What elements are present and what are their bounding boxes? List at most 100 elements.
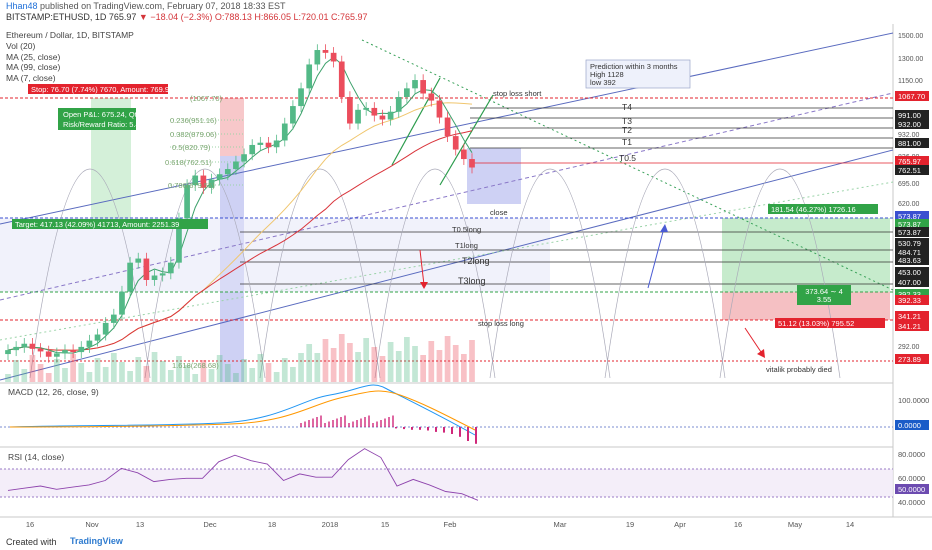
volume-bar <box>265 363 272 382</box>
candle-body <box>208 179 215 188</box>
candle-body <box>265 142 272 148</box>
candle-body <box>347 97 353 124</box>
svg-text:0.0000: 0.0000 <box>898 421 921 430</box>
price-tick: 1150.00 <box>898 78 923 85</box>
volume-bar <box>184 365 190 382</box>
macd-hist-bar <box>380 420 382 427</box>
prediction-text: low 392 <box>590 78 616 87</box>
svg-text:Stop: 76.70 (7.74%) 7670, Amou: Stop: 76.70 (7.74%) 7670, Amount: 769.9 <box>31 85 169 94</box>
macd-hist-bar <box>459 427 461 437</box>
candle-body <box>363 107 370 110</box>
chart-header: Hhan48 published on TradingView.com, Feb… <box>0 0 932 22</box>
macd-hist-bar <box>467 427 469 441</box>
author-name[interactable]: Hhan48 <box>6 1 38 11</box>
candle-body <box>461 149 467 160</box>
svg-text:273.89: 273.89 <box>898 355 921 364</box>
volume-bar <box>322 339 329 382</box>
time-tick: Apr <box>674 520 686 529</box>
cycle-arc <box>489 168 611 379</box>
svg-text:407.00: 407.00 <box>898 278 921 287</box>
chart-canvas[interactable]: 1500.00 1300.00 1150.00 1067.70 991.00 932.00… <box>0 0 932 530</box>
fib-label: 0.5(820.79) <box>172 143 211 152</box>
price-tick: 1300.00 <box>898 56 923 63</box>
volume-bar <box>94 358 101 382</box>
volume-bar <box>371 347 378 382</box>
volume-bar <box>29 355 36 382</box>
risk-zone-right <box>722 292 890 320</box>
price-tag: 530.79 <box>895 238 929 248</box>
macd-hist-bar <box>308 420 310 427</box>
macd-hist-bar <box>300 423 302 427</box>
legend-ma25[interactable]: MA (25, close) <box>6 51 61 62</box>
candle-body <box>224 169 231 175</box>
time-tick: May <box>788 520 802 529</box>
candle-body <box>151 275 158 280</box>
short-target-label: T4 <box>622 102 632 112</box>
volume-bar <box>469 340 475 382</box>
svg-text:573.87: 573.87 <box>898 228 921 237</box>
price-tag: 991.00 <box>895 110 929 120</box>
volume-bar <box>62 368 68 382</box>
tradingview-logo[interactable]: TradingView <box>70 536 123 546</box>
candles <box>5 44 475 363</box>
svg-text:Target: 417.13 (42.09%) 41713,: Target: 417.13 (42.09%) 41713, Amount: 2… <box>15 220 179 229</box>
price-tick: 453.00 <box>898 272 920 279</box>
svg-text:341.21: 341.21 <box>898 312 921 321</box>
svg-text:765.97: 765.97 <box>898 157 921 166</box>
downtrend-line <box>361 39 894 291</box>
volume-bar <box>379 356 386 382</box>
price-tick: 695.00 <box>898 181 920 188</box>
created-with: Created with <box>6 537 57 547</box>
long-target-label: T1long <box>455 241 478 250</box>
axes: 1500.00 1300.00 1150.00 1067.70 991.00 932.00… <box>26 33 929 529</box>
price-tag: 573.87 <box>895 211 929 221</box>
volume-bar <box>37 364 44 382</box>
legend-vol[interactable]: Vol (20) <box>6 40 36 51</box>
volume-bar <box>192 374 199 382</box>
volume-bar <box>395 351 402 382</box>
legend-ma7[interactable]: MA (7, close) <box>6 73 56 84</box>
cycle-arc <box>259 168 381 379</box>
candle-body <box>45 351 52 357</box>
candle-body <box>5 350 11 355</box>
volume-bar <box>70 354 76 382</box>
cycle-arc <box>604 168 726 379</box>
price-tag: 765.97 <box>895 156 929 166</box>
long-target-label: T2long <box>462 256 490 266</box>
volume-bar <box>428 341 435 382</box>
price-tick: 392.33 <box>898 300 920 307</box>
prediction-box <box>585 59 691 89</box>
range-band <box>0 218 550 292</box>
candle-body <box>257 142 264 145</box>
price-tag: 762.51 <box>895 165 929 175</box>
arrow-down-left <box>419 249 428 289</box>
volume-bar <box>420 355 427 382</box>
rsi-tick: 40.0000 <box>895 497 929 507</box>
candle-body <box>119 291 125 315</box>
loss-label: 51.12 (13.03%) 795.52 <box>775 318 885 328</box>
svg-text:60.0000: 60.0000 <box>898 474 925 483</box>
macd-hist-bar <box>344 415 346 427</box>
candle-body <box>70 350 76 353</box>
volume-bar <box>347 343 353 382</box>
time-tick: 16 <box>734 520 742 529</box>
price-tag: 1067.70 <box>895 91 929 101</box>
macd-hist-bar <box>392 415 394 427</box>
volume-bar <box>102 367 109 382</box>
svg-text:392.33: 392.33 <box>898 296 921 305</box>
stop-label: Stop: 76.70 (7.74%) 7670, Amount: 769.9 <box>28 84 169 94</box>
symbol: BITSTAMP:ETHUSD, 1D <box>6 12 107 22</box>
volume-bar <box>273 372 280 382</box>
candle-body <box>143 258 150 280</box>
candle-body <box>387 111 394 120</box>
volume-bar <box>5 374 11 382</box>
macd-hist-bar <box>388 417 390 427</box>
volume-bar <box>387 342 394 382</box>
macd-hist-bar <box>411 427 413 430</box>
candle-body <box>298 88 304 107</box>
price-tick: 341.21 <box>898 323 920 330</box>
arrow-up-right <box>647 224 668 289</box>
candle-body <box>273 140 280 148</box>
time-tick: Nov <box>85 520 99 529</box>
legend-ma99[interactable]: MA (99, close) <box>6 62 61 73</box>
